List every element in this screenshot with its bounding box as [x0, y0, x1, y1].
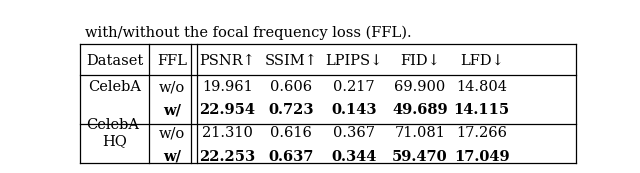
Text: LPIPS↓: LPIPS↓ — [325, 54, 383, 68]
Text: 0.217: 0.217 — [333, 80, 375, 94]
Text: 0.143: 0.143 — [332, 103, 377, 117]
Text: 59.470: 59.470 — [392, 150, 447, 164]
Text: 0.616: 0.616 — [270, 126, 312, 140]
Text: 0.606: 0.606 — [269, 80, 312, 94]
Text: 0.723: 0.723 — [268, 103, 314, 117]
Text: w/: w/ — [163, 150, 180, 164]
Text: with/without the focal frequency loss (FFL).: with/without the focal frequency loss (F… — [85, 26, 412, 40]
Text: 69.900: 69.900 — [394, 80, 445, 94]
Text: 49.689: 49.689 — [392, 103, 447, 117]
Text: 0.637: 0.637 — [268, 150, 314, 164]
Text: 19.961: 19.961 — [202, 80, 253, 94]
Text: CelebA: CelebA — [88, 80, 141, 94]
Text: FFL: FFL — [157, 54, 187, 68]
Text: 14.115: 14.115 — [454, 103, 510, 117]
Text: w/: w/ — [163, 103, 180, 117]
Text: 0.367: 0.367 — [333, 126, 375, 140]
Text: w/o: w/o — [159, 80, 185, 94]
Text: 21.310: 21.310 — [202, 126, 253, 140]
Text: 22.954: 22.954 — [200, 103, 255, 117]
Text: 0.344: 0.344 — [332, 150, 377, 164]
Text: 22.253: 22.253 — [200, 150, 255, 164]
Text: PSNR↑: PSNR↑ — [200, 54, 255, 68]
Text: 17.266: 17.266 — [456, 126, 508, 140]
Text: SSIM↑: SSIM↑ — [264, 54, 317, 68]
Text: 17.049: 17.049 — [454, 150, 509, 164]
Text: w/o: w/o — [159, 126, 185, 140]
Text: LFD↓: LFD↓ — [460, 54, 504, 68]
Text: Dataset: Dataset — [86, 54, 143, 68]
Text: FID↓: FID↓ — [400, 54, 440, 68]
Text: 71.081: 71.081 — [394, 126, 445, 140]
Text: 14.804: 14.804 — [456, 80, 508, 94]
Text: CelebA-
HQ: CelebA- HQ — [86, 118, 143, 148]
